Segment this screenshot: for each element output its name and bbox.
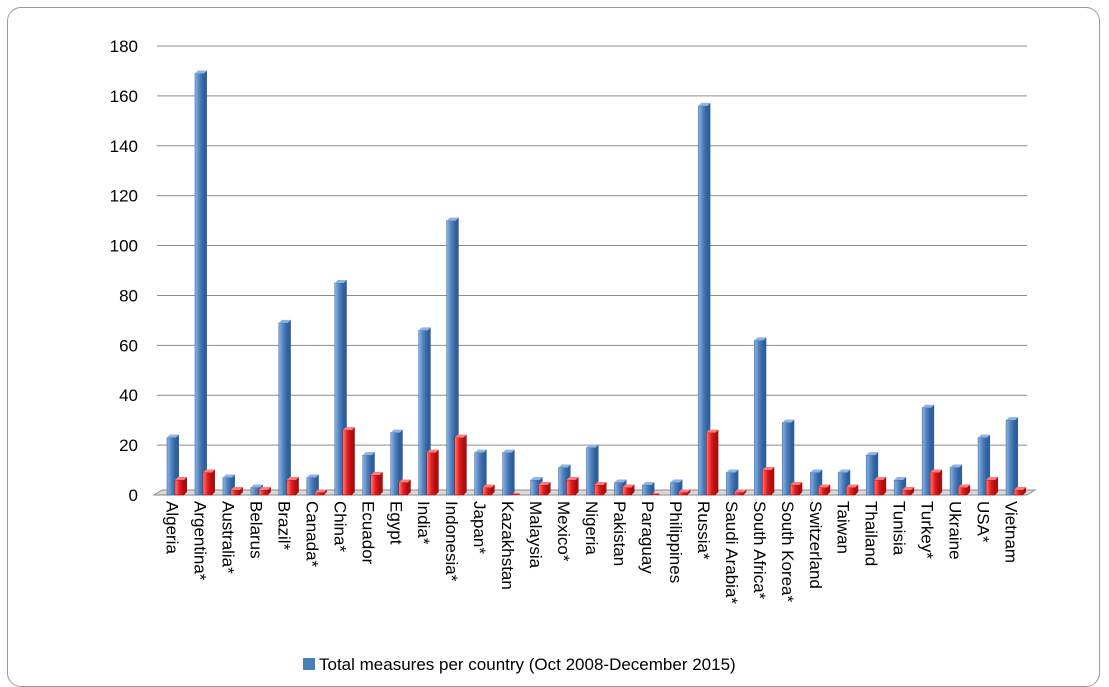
y-axis-ticks: 0 20 40 60 80 100 120 140 160 180 [110, 37, 138, 505]
x-tick-label: Ukraine [946, 501, 965, 560]
bar [230, 487, 243, 496]
bar [474, 449, 487, 496]
bar [642, 482, 655, 496]
gridlines [157, 45, 1027, 446]
x-tick-label: Ecuador [358, 501, 377, 565]
bar [398, 479, 411, 496]
bar [502, 449, 515, 496]
x-tick-label: Egypt [386, 501, 405, 545]
x-tick-label: USA* [974, 501, 993, 543]
bar [482, 484, 495, 496]
bar [622, 484, 635, 496]
x-tick-label: Indonesia* [442, 501, 461, 582]
y-tick-label: 140 [110, 137, 138, 156]
bar [194, 70, 207, 496]
bars [166, 70, 1027, 496]
bar [586, 444, 599, 496]
x-tick-label: Algeria [163, 501, 182, 554]
x-tick-label: Philippines [666, 501, 685, 583]
x-tick-label: Nigeria [582, 501, 601, 555]
bar [818, 484, 831, 496]
bar [754, 337, 767, 496]
bar [698, 102, 711, 496]
x-tick-label: Paraguay [638, 501, 657, 574]
bar [726, 469, 739, 496]
legend-label: Total measures per country (Oct 2008-Dec… [319, 655, 736, 674]
bar [929, 469, 943, 496]
bar [873, 477, 887, 496]
x-tick-label: Brazil* [274, 501, 293, 551]
bar [426, 449, 439, 496]
bar [278, 319, 291, 496]
bar [782, 419, 795, 496]
x-tick-label: Tunisia [890, 501, 909, 556]
bar [762, 467, 775, 496]
x-tick-label: Kazakhstan [498, 501, 517, 590]
bar [957, 484, 971, 496]
x-tick-label: Taiwan [834, 501, 853, 554]
bar [1013, 487, 1027, 496]
bar [538, 482, 551, 496]
y-tick-label: 40 [119, 386, 138, 405]
bar [454, 434, 467, 496]
bar [566, 477, 579, 496]
x-tick-label: Malaysia [526, 501, 545, 569]
y-tick-label: 0 [129, 486, 138, 505]
bar [314, 489, 327, 496]
y-tick-label: 120 [110, 187, 138, 206]
x-tick-label: India* [414, 501, 433, 545]
bar [985, 477, 999, 496]
bar [258, 487, 271, 496]
bar [790, 482, 803, 496]
bar [594, 482, 607, 496]
x-tick-label: Pakistan [610, 501, 629, 566]
bar [845, 484, 859, 496]
x-tick-label: Turkey* [918, 501, 937, 559]
bar [706, 429, 719, 496]
bar [678, 489, 691, 496]
bar [650, 493, 660, 495]
x-tick-label: Thailand [862, 501, 881, 566]
x-tick-label: Belarus [246, 501, 265, 559]
y-tick-label: 100 [110, 237, 138, 256]
bar [342, 427, 355, 496]
x-tick-label: South Korea* [778, 501, 797, 603]
x-tick-label: Canada* [302, 501, 321, 568]
legend-swatch [303, 658, 315, 670]
x-axis-ticks: Algeria Argentina* Australia* Belarus Brazil… [163, 501, 1021, 604]
y-tick-label: 160 [110, 87, 138, 106]
y-tick-label: 180 [110, 37, 138, 56]
y-tick-label: 60 [119, 336, 138, 355]
bar [1005, 417, 1019, 496]
x-tick-label: Switzerland [806, 501, 825, 589]
bar [174, 477, 187, 496]
x-tick-label: Australia* [218, 501, 237, 574]
bar [446, 217, 459, 496]
bar [510, 493, 520, 495]
x-tick-label: Saudi Arabia* [722, 501, 741, 604]
x-tick-label: Argentina* [190, 501, 209, 581]
y-tick-label: 80 [119, 286, 138, 305]
bar [734, 489, 747, 496]
bar [390, 429, 403, 496]
x-tick-label: Vietnam [1002, 501, 1021, 563]
bar [370, 472, 383, 496]
legend: Total measures per country (Oct 2008-Dec… [303, 655, 736, 674]
bar [202, 469, 215, 496]
x-tick-label: South Africa* [750, 501, 769, 600]
y-tick-label: 20 [119, 436, 138, 455]
x-tick-label: Russia* [694, 501, 713, 560]
x-tick-label: China* [330, 501, 349, 552]
x-tick-label: Japan* [470, 501, 489, 554]
bar [286, 477, 299, 496]
x-tick-label: Mexico* [554, 501, 573, 562]
bar [901, 487, 915, 496]
chart-frame [7, 7, 1100, 687]
